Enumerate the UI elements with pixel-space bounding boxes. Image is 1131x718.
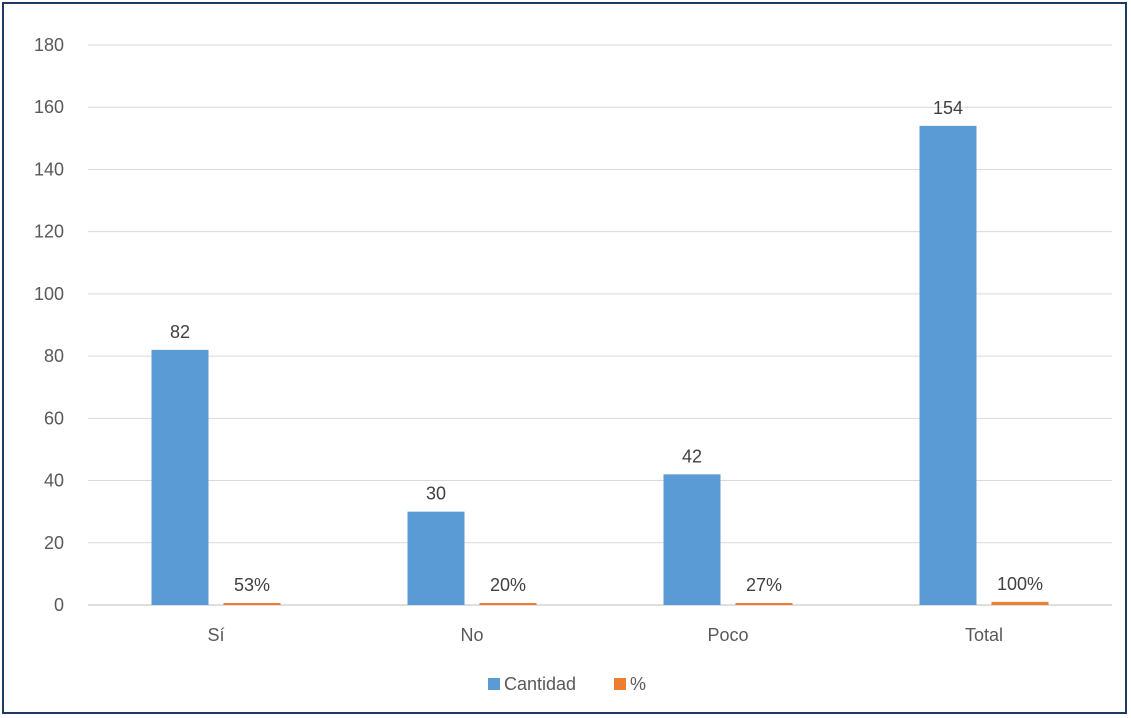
bar-cantidad (919, 125, 977, 605)
data-label: 42 (682, 446, 702, 466)
y-tick-label: 160 (34, 97, 64, 117)
y-tick-label: 140 (34, 159, 64, 179)
legend-swatch (614, 678, 626, 690)
x-tick-label: Total (965, 625, 1003, 645)
legend-label: % (630, 674, 646, 694)
bar-percent (479, 603, 537, 605)
bars (151, 125, 1049, 605)
y-tick-label: 180 (34, 35, 64, 55)
data-label: 27% (746, 575, 782, 595)
legend-swatch (488, 678, 500, 690)
data-label: 154 (933, 98, 963, 118)
y-tick-label: 80 (44, 346, 64, 366)
bar-percent (991, 601, 1049, 605)
y-tick-label: 120 (34, 222, 64, 242)
bar-cantidad (151, 349, 209, 605)
x-tick-label: No (460, 625, 483, 645)
legend: Cantidad% (488, 674, 646, 694)
y-tick-label: 20 (44, 533, 64, 553)
data-label: 53% (234, 575, 270, 595)
data-labels: 82 53% 30 20% 42 27% 154 100% (170, 98, 1043, 595)
y-tick-label: 0 (54, 595, 64, 615)
data-label: 20% (490, 575, 526, 595)
bar-percent (223, 603, 281, 605)
data-label: 30 (426, 484, 446, 504)
y-axis-ticks: 0 20 40 60 80 100 120 140 160 180 (34, 35, 64, 615)
x-tick-label: Poco (707, 625, 748, 645)
legend-label: Cantidad (504, 674, 576, 694)
y-tick-label: 60 (44, 408, 64, 428)
data-label: 100% (997, 574, 1043, 594)
bar-cantidad (407, 511, 465, 605)
bar-cantidad (663, 474, 721, 605)
y-tick-label: 40 (44, 471, 64, 491)
x-tick-label: Sí (207, 625, 224, 645)
data-label: 82 (170, 322, 190, 342)
x-axis-ticks: Sí No Poco Total (207, 625, 1003, 645)
y-tick-label: 100 (34, 284, 64, 304)
bar-percent (735, 603, 793, 605)
